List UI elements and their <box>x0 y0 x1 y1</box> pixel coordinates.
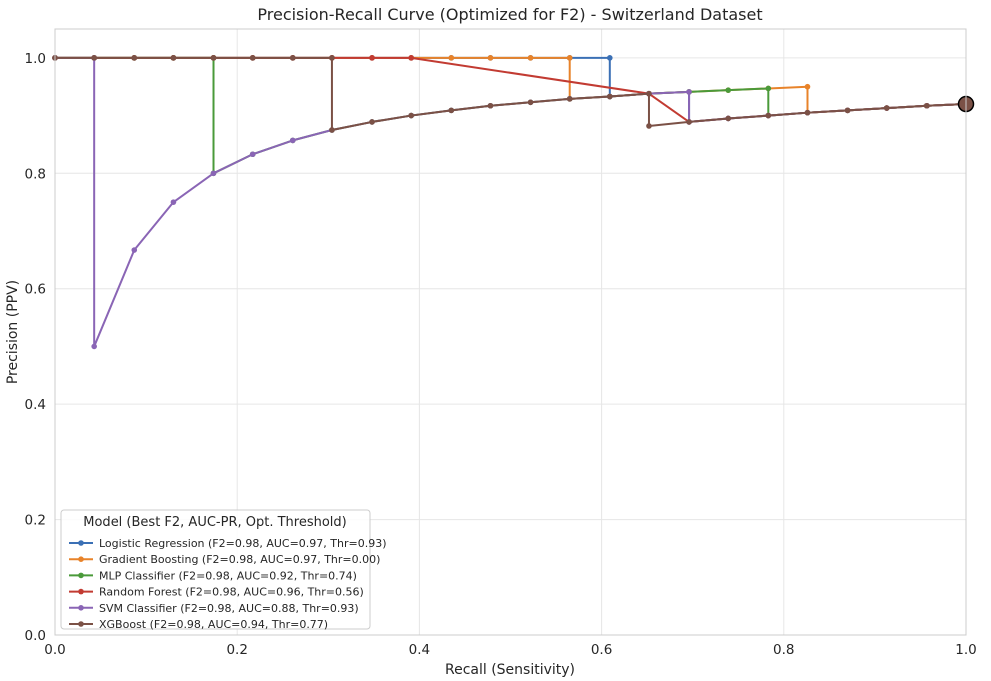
legend-swatch-marker <box>78 605 84 611</box>
legend-label: Random Forest (F2=0.98, AUC=0.96, Thr=0.… <box>99 586 364 599</box>
data-point <box>924 102 930 109</box>
data-point <box>170 55 177 61</box>
data-point <box>527 55 534 61</box>
data-point <box>289 55 296 61</box>
y-axis-label: Precision (PPV) <box>5 280 21 384</box>
data-point <box>131 55 138 61</box>
data-point <box>765 85 772 92</box>
data-point <box>408 112 415 119</box>
legend-title: Model (Best F2, AUC-PR, Opt. Threshold) <box>83 515 346 530</box>
data-point <box>210 55 217 61</box>
data-point <box>289 137 296 144</box>
data-point <box>804 83 811 90</box>
legend-label: SVM Classifier (F2=0.98, AUC=0.88, Thr=0… <box>99 602 359 615</box>
x-tick-label: 0.0 <box>44 642 65 658</box>
data-point <box>844 107 851 114</box>
data-point <box>725 87 732 93</box>
data-point <box>170 199 177 205</box>
legend-entry: Logistic Regression (F2=0.98, AUC=0.97, … <box>69 537 387 550</box>
legend-entry: Random Forest (F2=0.98, AUC=0.96, Thr=0.… <box>69 586 364 599</box>
x-axis-label: Recall (Sensitivity) <box>445 662 575 678</box>
data-point <box>487 102 494 109</box>
chart-title: Precision-Recall Curve (Optimized for F2… <box>257 5 762 24</box>
data-point <box>329 55 335 61</box>
data-point <box>606 55 613 61</box>
data-point <box>249 55 256 61</box>
data-point <box>91 55 97 61</box>
series-line <box>55 56 967 131</box>
y-tick-label: 0.6 <box>25 282 46 298</box>
legend-label: Gradient Boosting (F2=0.98, AUC=0.97, Th… <box>99 553 380 566</box>
data-point <box>487 55 494 61</box>
legend-swatch-marker <box>78 588 84 595</box>
y-tick-label: 0.8 <box>25 166 46 182</box>
x-tick-labels: 0.0 0.2 0.4 0.6 0.8 1.0 <box>44 642 976 658</box>
data-point <box>646 123 652 129</box>
legend-entry: Gradient Boosting (F2=0.98, AUC=0.97, Th… <box>69 553 380 566</box>
data-point <box>765 112 772 119</box>
legend-label: Logistic Regression (F2=0.98, AUC=0.97, … <box>99 537 387 550</box>
data-point <box>725 115 732 122</box>
data-point <box>91 343 97 350</box>
data-point <box>566 55 573 61</box>
x-tick-label: 0.8 <box>773 642 794 658</box>
x-tick-label: 0.2 <box>226 642 247 658</box>
legend-label: XGBoost (F2=0.98, AUC=0.94, Thr=0.77) <box>99 618 328 631</box>
data-point <box>249 151 256 158</box>
x-tick-label: 1.0 <box>955 642 976 658</box>
data-point <box>606 93 613 100</box>
series-5 <box>52 55 969 133</box>
data-point <box>686 89 692 95</box>
data-point <box>210 170 217 177</box>
legend-label: MLP Classifier (F2=0.98, AUC=0.92, Thr=0… <box>99 569 357 582</box>
data-point <box>646 90 652 97</box>
legend-entry: SVM Classifier (F2=0.98, AUC=0.88, Thr=0… <box>69 602 359 615</box>
data-point <box>369 119 375 125</box>
y-tick-label: 1.0 <box>25 51 46 67</box>
data-point <box>883 105 890 111</box>
legend-entry: XGBoost (F2=0.98, AUC=0.94, Thr=0.77) <box>69 618 328 631</box>
y-tick-labels: 0.0 0.2 0.4 0.6 0.8 1.0 <box>25 51 46 644</box>
x-tick-label: 0.4 <box>409 642 430 658</box>
y-tick-label: 0.4 <box>25 397 46 413</box>
data-point <box>131 247 138 253</box>
legend-swatch-marker <box>78 572 84 579</box>
data-point <box>804 109 811 116</box>
series-layer <box>52 55 975 350</box>
data-point <box>448 107 455 114</box>
legend-swatch-marker <box>78 540 84 546</box>
legend-entry: MLP Classifier (F2=0.98, AUC=0.92, Thr=0… <box>69 569 357 582</box>
legend-box <box>60 509 371 630</box>
data-point <box>369 55 375 61</box>
data-point <box>448 55 455 61</box>
legend-swatch-marker <box>78 556 84 562</box>
data-point <box>408 55 415 61</box>
data-point <box>566 96 573 102</box>
plot-frame <box>54 28 967 636</box>
y-tick-label: 0.0 <box>25 628 46 644</box>
legend-swatch-marker <box>78 621 84 627</box>
data-point <box>686 119 692 125</box>
legend-entries: Logistic Regression (F2=0.98, AUC=0.97, … <box>69 537 387 631</box>
data-point <box>329 127 335 133</box>
y-tick-label: 0.2 <box>25 513 46 529</box>
legend: Model (Best F2, AUC-PR, Opt. Threshold) … <box>60 509 387 631</box>
x-tick-label: 0.6 <box>591 642 612 658</box>
data-point <box>527 99 534 106</box>
